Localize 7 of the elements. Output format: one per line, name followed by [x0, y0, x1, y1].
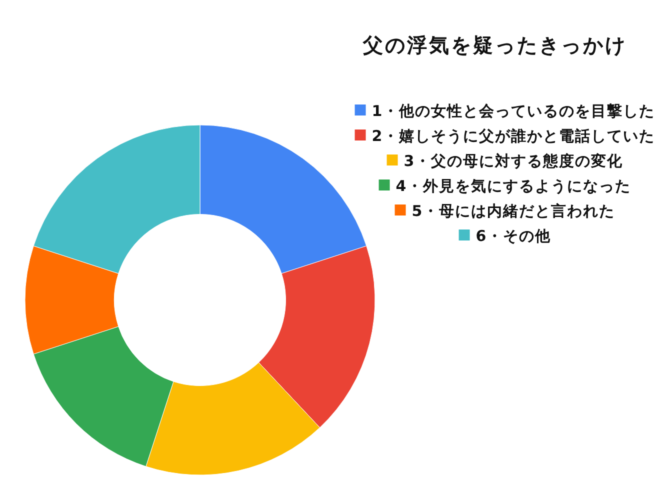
legend-label: 5・母には内緒だと言われた — [412, 202, 616, 220]
legend-label: 2・嬉しそうに父が誰かと電話していた — [372, 127, 656, 145]
legend-label: 4・外見を気にするようになった — [396, 177, 632, 195]
legend-label: 1・他の女性と会っているのを目撃した — [372, 102, 656, 120]
legend-label: 6・その他 — [476, 227, 552, 245]
legend-label: 3・父の母に対する態度の変化 — [404, 152, 624, 170]
chart-title: 父の浮気を疑ったきっかけ — [362, 33, 627, 57]
